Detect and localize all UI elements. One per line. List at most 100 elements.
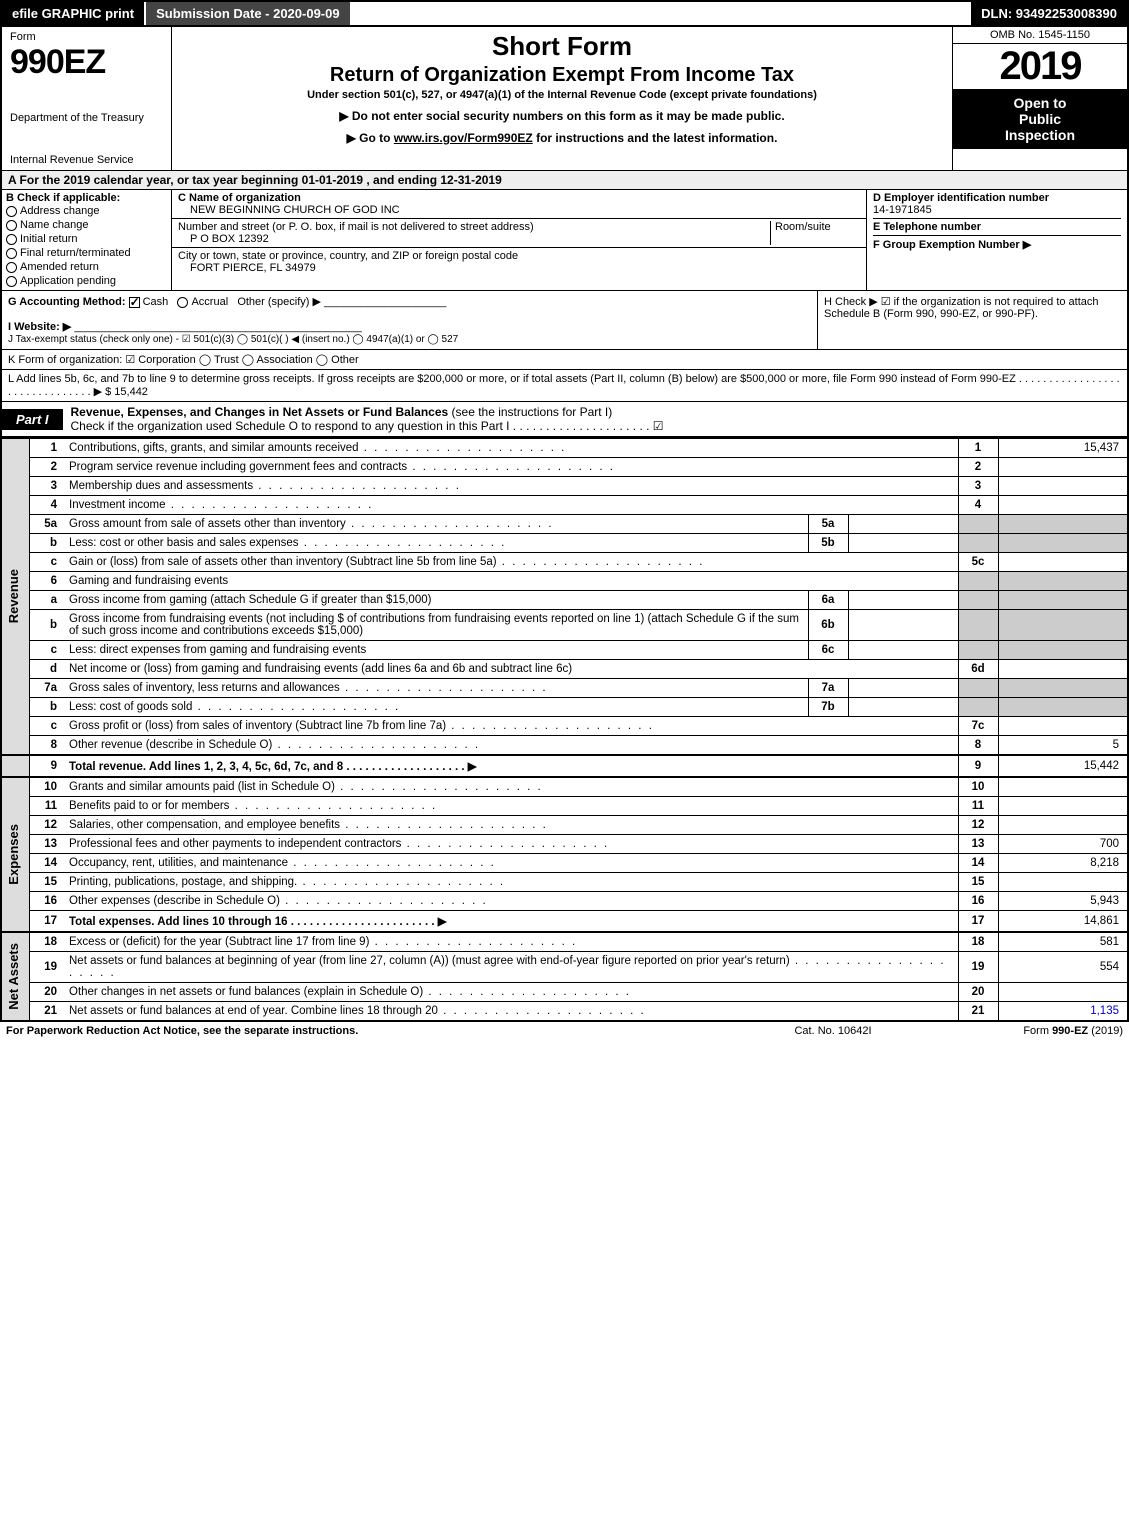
r7b-sv	[848, 698, 958, 717]
r20-ln: 20	[958, 983, 998, 1002]
footer-post: (2019)	[1088, 1025, 1123, 1037]
r15-amt	[998, 873, 1128, 892]
section-b: B Check if applicable: Address change Na…	[2, 190, 172, 290]
row-17: 17 Total expenses. Add lines 10 through …	[1, 911, 1128, 933]
other-label: Other (specify) ▶	[237, 296, 321, 308]
r21-amt: 1,135	[998, 1002, 1128, 1022]
r18-ln: 18	[958, 932, 998, 952]
ein-value: 14-1971845	[873, 204, 1121, 216]
city-value: FORT PIERCE, FL 34979	[178, 262, 316, 274]
chk-name-change[interactable]: Name change	[6, 218, 167, 232]
dln-label: DLN: 93492253008390	[971, 2, 1127, 25]
r7b-desc: Less: cost of goods sold	[65, 698, 808, 717]
r5b-sv	[848, 534, 958, 553]
part1-header: Part I Revenue, Expenses, and Changes in…	[0, 401, 1129, 438]
chk-accrual[interactable]	[177, 297, 188, 308]
r2-ln: 2	[958, 458, 998, 477]
row-6c: c Less: direct expenses from gaming and …	[1, 641, 1128, 660]
r5b-sn: 5b	[808, 534, 848, 553]
r6-num: 6	[29, 572, 65, 591]
row-21: 21 Net assets or fund balances at end of…	[1, 1002, 1128, 1022]
part1-check-line: Check if the organization used Schedule …	[71, 419, 664, 433]
chk-final-return[interactable]: Final return/terminated	[6, 246, 167, 260]
row-12: 12 Salaries, other compensation, and emp…	[1, 816, 1128, 835]
r6d-num: d	[29, 660, 65, 679]
row-9: 9 Total revenue. Add lines 1, 2, 3, 4, 5…	[1, 755, 1128, 777]
r5a-sv	[848, 515, 958, 534]
part1-table: Revenue 1 Contributions, gifts, grants, …	[0, 438, 1129, 1022]
r6c-amt	[998, 641, 1128, 660]
r14-ln: 14	[958, 854, 998, 873]
chk-address-change-label: Address change	[20, 205, 100, 217]
r7b-ln	[958, 698, 998, 717]
r7c-amt	[998, 717, 1128, 736]
r7a-sn: 7a	[808, 679, 848, 698]
r6b-num: b	[29, 610, 65, 641]
r4-amt	[998, 496, 1128, 515]
r14-amt: 8,218	[998, 854, 1128, 873]
r4-num: 4	[29, 496, 65, 515]
r5c-amt	[998, 553, 1128, 572]
r1-num: 1	[29, 439, 65, 458]
r8-desc: Other revenue (describe in Schedule O)	[65, 736, 958, 756]
d-label: D Employer identification number	[873, 192, 1121, 204]
r13-num: 13	[29, 835, 65, 854]
r6a-amt	[998, 591, 1128, 610]
ssn-warning: ▶ Do not enter social security numbers o…	[180, 109, 944, 123]
chk-amended-return[interactable]: Amended return	[6, 260, 167, 274]
r6b-desc: Gross income from fundraising events (no…	[65, 610, 808, 641]
r7a-amt	[998, 679, 1128, 698]
r6c-desc: Less: direct expenses from gaming and fu…	[65, 641, 808, 660]
r7a-num: 7a	[29, 679, 65, 698]
row-6a: a Gross income from gaming (attach Sched…	[1, 591, 1128, 610]
r5a-ln	[958, 515, 998, 534]
r5c-desc: Gain or (loss) from sale of assets other…	[65, 553, 958, 572]
efile-print-label[interactable]: efile GRAPHIC print	[2, 2, 144, 25]
r10-amt	[998, 777, 1128, 797]
c-label: C Name of organization	[178, 192, 301, 204]
r5b-desc: Less: cost or other basis and sales expe…	[65, 534, 808, 553]
r9-amt: 15,442	[998, 755, 1128, 777]
r11-num: 11	[29, 797, 65, 816]
r16-desc: Other expenses (describe in Schedule O)	[65, 892, 958, 911]
chk-application-pending[interactable]: Application pending	[6, 274, 167, 288]
inspect-l1: Open to	[955, 95, 1125, 111]
r19-num: 19	[29, 952, 65, 983]
r12-num: 12	[29, 816, 65, 835]
r7b-num: b	[29, 698, 65, 717]
revenue-side-label: Revenue	[1, 439, 29, 756]
r20-desc: Other changes in net assets or fund bala…	[65, 983, 958, 1002]
r11-desc: Benefits paid to or for members	[65, 797, 958, 816]
row-3: 3 Membership dues and assessments 3	[1, 477, 1128, 496]
dept-irs: Internal Revenue Service	[10, 154, 163, 166]
r8-ln: 8	[958, 736, 998, 756]
r18-desc: Excess or (deficit) for the year (Subtra…	[65, 932, 958, 952]
row-7c: c Gross profit or (loss) from sales of i…	[1, 717, 1128, 736]
room-suite-label: Room/suite	[770, 221, 860, 245]
r6d-desc: Net income or (loss) from gaming and fun…	[65, 660, 958, 679]
chk-initial-return[interactable]: Initial return	[6, 232, 167, 246]
org-name-row: C Name of organization NEW BEGINNING CHU…	[172, 190, 866, 219]
r1-ln: 1	[958, 439, 998, 458]
chk-cash[interactable]	[129, 297, 140, 308]
header-mid: Short Form Return of Organization Exempt…	[172, 27, 952, 170]
part1-title-bold: Revenue, Expenses, and Changes in Net As…	[71, 405, 449, 419]
chk-initial-return-label: Initial return	[20, 233, 77, 245]
r10-num: 10	[29, 777, 65, 797]
gh-row: G Accounting Method: Cash Accrual Other …	[0, 290, 1129, 349]
r2-num: 2	[29, 458, 65, 477]
chk-address-change[interactable]: Address change	[6, 204, 167, 218]
row-4: 4 Investment income 4	[1, 496, 1128, 515]
r3-desc: Membership dues and assessments	[65, 477, 958, 496]
r1-amt: 15,437	[998, 439, 1128, 458]
row-13: 13 Professional fees and other payments …	[1, 835, 1128, 854]
irs-link[interactable]: www.irs.gov/Form990EZ	[394, 131, 533, 145]
r3-ln: 3	[958, 477, 998, 496]
chk-application-pending-label: Application pending	[20, 275, 116, 287]
r21-ln: 21	[958, 1002, 998, 1022]
line-k: K Form of organization: ☑ Corporation ◯ …	[0, 349, 1129, 369]
cash-label: Cash	[143, 296, 169, 308]
r9-ln: 9	[958, 755, 998, 777]
ein-row: D Employer identification number 14-1971…	[873, 192, 1121, 219]
header-right: OMB No. 1545-1150 2019 Open to Public In…	[952, 27, 1127, 170]
